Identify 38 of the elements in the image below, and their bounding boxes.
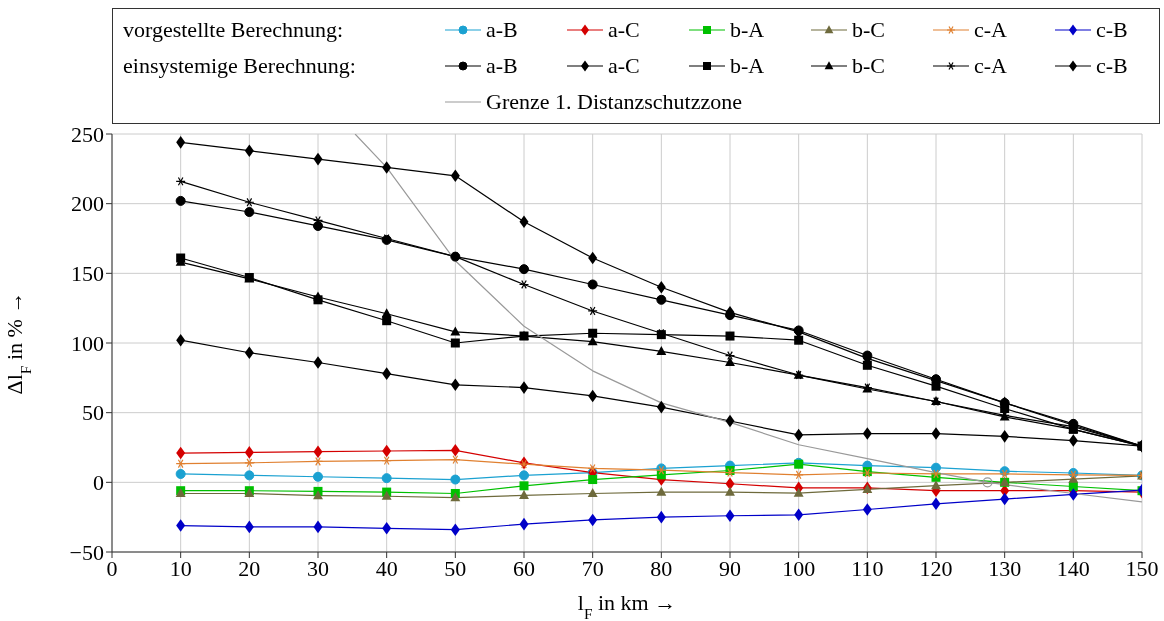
y-tick-label: 250 [71,121,104,147]
legend-label: c-A [974,17,1007,43]
x-tick-label: 50 [444,555,467,581]
y-tick-label: 150 [71,261,104,287]
x-axis-title: l$_{F}$ in km → [577,590,677,621]
legend-label: c-B [1096,53,1128,79]
x-tick-label: 110 [851,555,884,581]
legend-label: b-A [730,17,765,43]
x-tick-label: 100 [782,555,816,581]
y-tick-label: 100 [71,330,104,356]
y-tick-label: 0 [93,470,104,496]
x-tick-label: 90 [719,555,741,581]
x-tick-label: 120 [919,555,953,581]
legend-label: c-B [1096,17,1128,43]
y-tick-label: −50 [69,539,104,565]
x-tick-label: 130 [988,555,1022,581]
legend-label: b-C [852,17,885,43]
x-tick-label: 80 [650,555,673,581]
x-tick-label: 70 [581,555,604,581]
x-tick-label: 150 [1125,555,1159,581]
x-tick-label: 20 [238,555,261,581]
legend-label: a-B [486,53,518,79]
x-tick-label: 60 [513,555,535,581]
legend-label: c-A [974,53,1007,79]
x-tick-label: 140 [1056,555,1090,581]
y-tick-label: 50 [82,400,104,426]
legend-label: a-B [486,17,518,43]
legend-label: a-C [608,53,640,79]
x-tick-label: 40 [375,555,398,581]
legend-label: b-C [852,53,885,79]
x-tick-label: 10 [169,555,192,581]
x-tick-label: 30 [307,555,329,581]
text: einsystemige Berechnung: [123,53,357,79]
y-tick-label: 200 [71,191,104,217]
text: vorgestellte Berechnung: [123,17,345,43]
legend-label: b-A [730,53,765,79]
legend-label: a-C [608,17,640,43]
legend-label: Grenze 1. Distanzschutzzone [486,89,742,115]
